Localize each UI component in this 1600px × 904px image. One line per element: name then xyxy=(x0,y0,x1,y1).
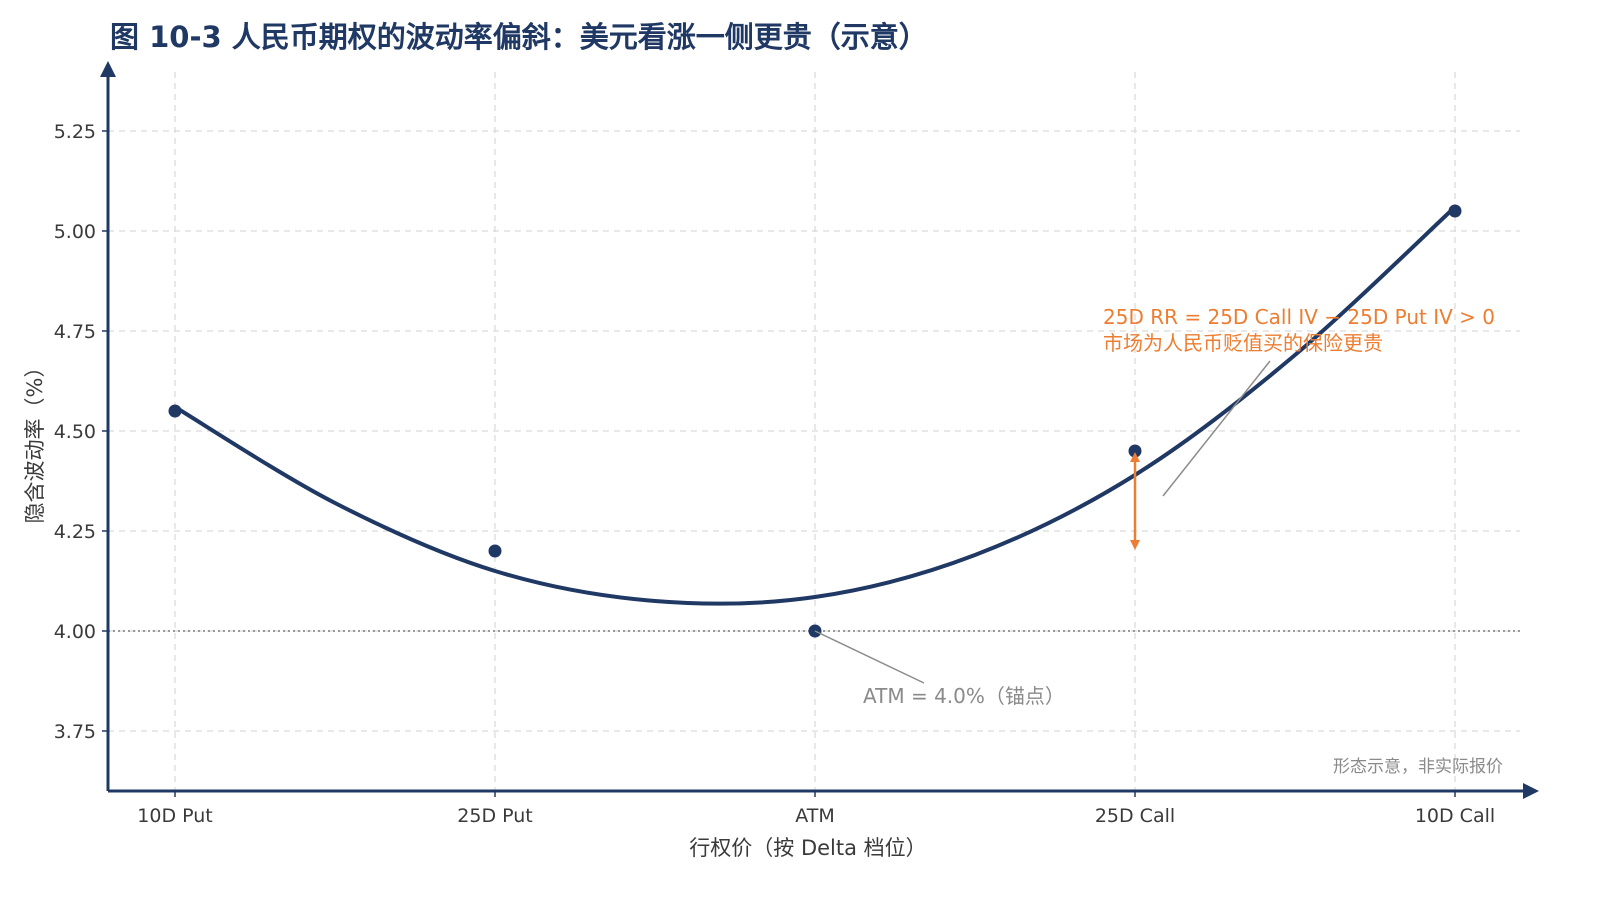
y-tick-label: 3.75 xyxy=(54,721,96,743)
rr-annotation-line2: 市场为人民币贬值买的保险更贵 xyxy=(1103,331,1383,355)
y-tick-label: 4.50 xyxy=(54,421,96,443)
data-point xyxy=(488,544,502,558)
x-tick-label: 10D Put xyxy=(137,805,212,827)
x-tick-label: 25D Call xyxy=(1095,805,1175,827)
axes xyxy=(100,61,1539,799)
atm-annotation: ATM = 4.0%（锚点） xyxy=(863,684,1065,708)
series xyxy=(168,204,1462,684)
x-tick-label: 10D Call xyxy=(1415,805,1495,827)
y-tick-label: 4.00 xyxy=(54,621,96,643)
x-tick-label: ATM xyxy=(795,805,835,827)
y-axis-label: 隐含波动率（%） xyxy=(23,357,47,524)
rr-leader-line xyxy=(1162,360,1271,497)
grid xyxy=(108,72,1520,791)
x-tick-label: 25D Put xyxy=(457,805,532,827)
data-point xyxy=(1128,444,1142,458)
rr-annotation-line1: 25D RR = 25D Call IV − 25D Put IV > 0 xyxy=(1103,305,1495,329)
chart-title: 图 10-3 人民币期权的波动率偏斜：美元看涨一侧更贵（示意） xyxy=(110,20,928,54)
y-tick-label: 4.75 xyxy=(54,321,96,343)
y-tick-label: 4.25 xyxy=(54,521,96,543)
data-point xyxy=(1448,204,1462,218)
x-axis-label: 行权价（按 Delta 档位） xyxy=(689,836,926,860)
skew-curve xyxy=(173,205,1457,606)
y-tick-label: 5.25 xyxy=(54,121,96,143)
tick-labels: 3.75 4.00 4.25 4.50 4.75 5.00 5.25 10D Put 25D P… xyxy=(54,121,1495,827)
data-point xyxy=(168,404,182,418)
y-tick-label: 5.00 xyxy=(54,221,96,243)
footnote: 形态示意，非实际报价 xyxy=(1333,757,1503,777)
atm-leader-line xyxy=(814,630,925,684)
